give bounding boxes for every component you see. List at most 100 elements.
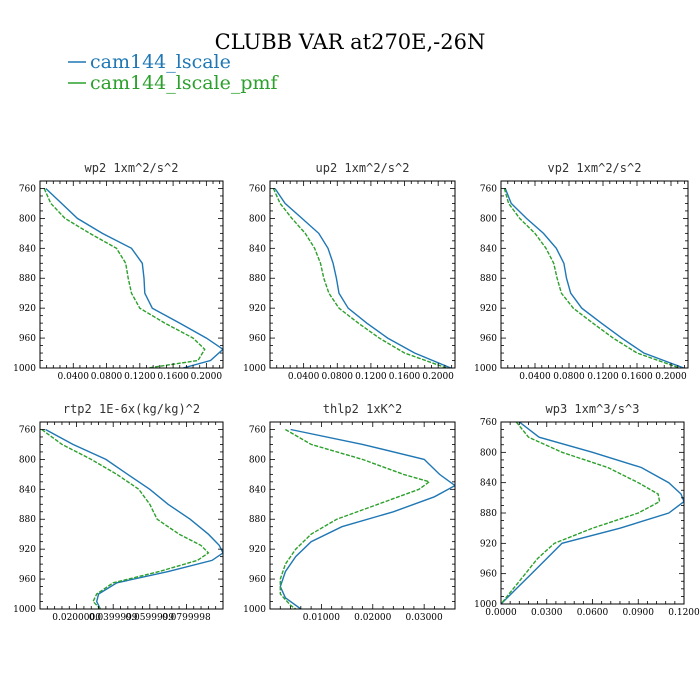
x-tick-label: 0.0400 — [288, 372, 320, 382]
y-tick-label: 760 — [249, 184, 266, 194]
x-tick-label: 0.0599999 — [125, 613, 174, 623]
plot-frame — [269, 421, 456, 610]
y-tick-label: 760 — [249, 425, 266, 435]
y-tick-label: 920 — [249, 304, 266, 314]
x-tick-label: 0.1200 — [355, 372, 387, 382]
y-tick-label: 1000 — [243, 364, 266, 374]
x-tick-label: 0.1600 — [157, 372, 189, 382]
series-line-cam144-lscale — [504, 188, 685, 368]
y-tick-label: 760 — [480, 418, 497, 428]
y-tick-label: 840 — [249, 244, 266, 254]
panel-0: wp2 1xm^2/s^2 760 800 840 880 920 960 1000 0.040… — [13, 161, 224, 382]
panel-title: wp2 1xm^2/s^2 — [85, 161, 179, 175]
x-tick-label: 0.0300 — [531, 608, 563, 618]
series-line-cam144-lscale — [45, 428, 223, 609]
y-tick-label: 880 — [19, 274, 36, 284]
x-tick-label: 0.0200000 — [52, 613, 101, 623]
x-tick-label: 0.0600 — [577, 608, 609, 618]
x-tick-label: 0.1600 — [389, 372, 421, 382]
y-tick-label: 840 — [249, 485, 266, 495]
y-tick-label: 1000 — [13, 605, 36, 615]
series-line-cam144-lscale — [279, 428, 455, 609]
x-tick-label: 0.0800 — [553, 372, 585, 382]
panel-5: wp3 1xm^3/s^3 760 800 840 880 920 960 10000.000… — [474, 402, 700, 618]
x-tick-label: 0.0800 — [322, 372, 354, 382]
series-line-cam144-lscale-pmf — [501, 422, 661, 604]
y-tick-label: 960 — [19, 334, 36, 344]
panel-title: thlp2 1xK^2 — [323, 402, 402, 416]
x-tick-label: 0.0799998 — [162, 613, 211, 623]
y-tick-label: 840 — [19, 244, 36, 254]
y-tick-label: 800 — [19, 455, 36, 465]
x-tick-label: 0.2000 — [422, 372, 454, 382]
y-tick-label: 960 — [480, 570, 497, 580]
x-tick-label: 0.0400 — [519, 372, 551, 382]
panel-4: thlp2 1xK^2 760 800 840 880 920 960 1000 0.01000… — [243, 402, 456, 623]
x-tick-label: 0.0900 — [623, 608, 655, 618]
series-line-cam144-lscale-pmf — [279, 428, 431, 609]
y-tick-label: 800 — [249, 214, 266, 224]
y-tick-label: 920 — [480, 539, 497, 549]
x-tick-label: 0.2000 — [191, 372, 223, 382]
series-line-cam144-lscale — [45, 187, 223, 368]
x-tick-label: 0.1200 — [124, 372, 156, 382]
x-tick-label: 0.03000 — [406, 613, 443, 623]
panel-2: vp2 1xm^2/s^2 760 800 840 880 920 960 1000 0.040… — [474, 161, 689, 382]
plot-frame — [500, 180, 689, 369]
y-tick-label: 960 — [249, 575, 266, 585]
figure-title: CLUBB VAR at270E,-26N — [215, 30, 486, 54]
y-tick-label: 920 — [249, 545, 266, 555]
y-tick-label: 880 — [480, 274, 497, 284]
x-tick-label: 0.0399999 — [89, 613, 138, 623]
y-tick-label: 960 — [480, 334, 497, 344]
panel-3: rtp2 1E-6x(kg/kg)^2 760 800 840 880 920 960 100… — [13, 402, 224, 623]
y-tick-label: 1000 — [474, 600, 497, 610]
x-tick-label: 0.02000 — [354, 613, 391, 623]
x-tick-label: 0.1200 — [587, 372, 619, 382]
panel-title: vp2 1xm^2/s^2 — [548, 161, 642, 175]
y-tick-label: 800 — [480, 214, 497, 224]
series-line-cam144-lscale-pmf — [43, 188, 206, 368]
plot-frame — [39, 180, 224, 369]
y-tick-label: 840 — [19, 485, 36, 495]
y-tick-label: 760 — [480, 184, 497, 194]
y-tick-label: 1000 — [13, 364, 36, 374]
y-tick-label: 920 — [480, 304, 497, 314]
y-tick-label: 760 — [19, 184, 36, 194]
series-line-cam144-lscale — [501, 422, 684, 604]
y-tick-label: 960 — [19, 575, 36, 585]
y-tick-label: 800 — [19, 214, 36, 224]
y-tick-label: 960 — [249, 334, 266, 344]
panel-title: up2 1xm^2/s^2 — [316, 161, 410, 175]
y-tick-label: 800 — [480, 448, 497, 458]
x-tick-label: 0.1600 — [621, 372, 653, 382]
y-tick-label: 880 — [249, 274, 266, 284]
y-tick-label: 1000 — [243, 605, 266, 615]
x-tick-label: 0.01000 — [303, 613, 340, 623]
x-tick-label: 0.0800 — [91, 372, 123, 382]
legend-label-cam144-lscale-pmf: cam144_lscale_pmf — [90, 72, 280, 94]
y-tick-label: 920 — [19, 545, 36, 555]
panel-1: up2 1xm^2/s^2 760 800 840 880 920 960 1000 0.040… — [243, 161, 456, 382]
y-tick-label: 800 — [249, 455, 266, 465]
series-line-cam144-lscale-pmf — [41, 428, 210, 609]
plot-frame — [269, 180, 456, 369]
x-tick-label: 0.2000 — [655, 372, 687, 382]
series-line-cam144-lscale-pmf — [503, 188, 680, 368]
figure-legend: cam144_lscale cam144_lscale_pmf — [68, 51, 280, 94]
y-tick-label: 840 — [480, 479, 497, 489]
y-tick-label: 880 — [480, 509, 497, 519]
y-tick-label: 1000 — [474, 364, 497, 374]
y-tick-label: 880 — [19, 515, 36, 525]
y-tick-label: 880 — [249, 515, 266, 525]
y-tick-label: 760 — [19, 425, 36, 435]
series-line-cam144-lscale — [274, 188, 452, 368]
panels-grid: wp2 1xm^2/s^2 760 800 840 880 920 960 1000 0.040… — [13, 161, 700, 623]
panel-title: wp3 1xm^3/s^3 — [546, 402, 640, 416]
legend-label-cam144-lscale: cam144_lscale — [90, 51, 231, 73]
panel-title: rtp2 1E-6x(kg/kg)^2 — [63, 402, 200, 416]
x-tick-label: 0.1200 — [668, 608, 700, 618]
x-tick-label: 0.0400 — [58, 372, 90, 382]
x-tick-label: 0.0000 — [485, 608, 517, 618]
